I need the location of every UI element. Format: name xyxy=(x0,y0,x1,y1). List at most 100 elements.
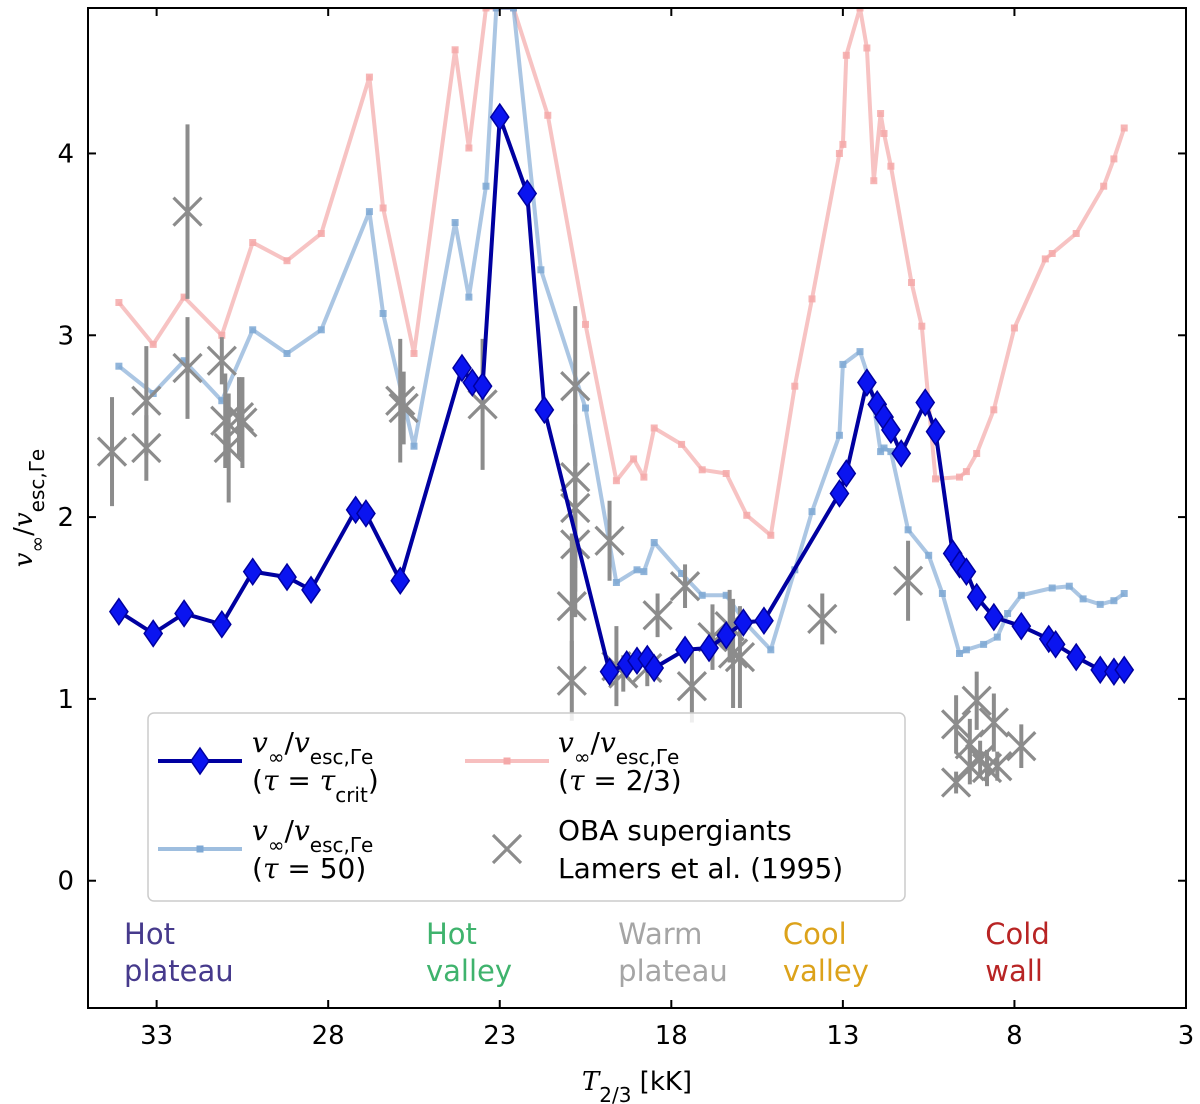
y-tick-label: 4 xyxy=(57,139,74,169)
legend-label-line2: Lamers et al. (1995) xyxy=(558,852,843,885)
legend-label-line1: v∞/vesc,Γe xyxy=(252,814,373,857)
point-tau_23 xyxy=(839,140,847,148)
point-tau_23 xyxy=(698,466,706,474)
x-tick-label: 3 xyxy=(1178,1021,1195,1051)
point-tau_50 xyxy=(835,431,843,439)
point-tau_crit xyxy=(174,599,194,628)
point-tau_crit xyxy=(356,499,376,528)
legend-marker xyxy=(190,746,210,776)
point-tau_23 xyxy=(880,130,888,137)
point-tau_23 xyxy=(1010,324,1018,332)
y-tick-label: 1 xyxy=(57,685,74,715)
point-tau_crit xyxy=(277,562,297,592)
point-tau_23 xyxy=(932,475,939,483)
point-tau_50 xyxy=(880,444,888,452)
legend-marker xyxy=(503,757,511,765)
point-tau_23 xyxy=(451,46,459,54)
point-tau_crit xyxy=(699,633,719,663)
legend-item-tau_crit: v∞/vesc,Γe(τ = τcrit) xyxy=(158,726,379,807)
series-markers-tau_crit xyxy=(108,102,1135,686)
point-tau_23 xyxy=(835,150,843,157)
point-tau_23 xyxy=(973,450,981,457)
point-tau_50 xyxy=(980,640,988,648)
point-obs xyxy=(676,649,708,723)
point-tau_23 xyxy=(990,406,998,414)
point-tau_23 xyxy=(908,279,915,286)
point-tau_crit xyxy=(472,371,493,401)
point-tau_crit xyxy=(675,635,695,665)
region-label-line1: Cold xyxy=(985,917,1049,951)
point-tau_23 xyxy=(317,230,325,237)
point-tau_50 xyxy=(938,590,946,597)
legend-label-line2: (τ = τcrit) xyxy=(252,764,379,807)
point-tau_50 xyxy=(650,539,658,546)
point-tau_crit xyxy=(390,566,411,596)
point-tau_50 xyxy=(962,646,970,654)
point-tau_23 xyxy=(870,177,878,185)
point-tau_50 xyxy=(839,360,847,368)
x-tick-label: 28 xyxy=(312,1021,345,1051)
point-tau_23 xyxy=(379,204,387,212)
point-tau_23 xyxy=(918,322,926,330)
y-tick-label: 3 xyxy=(57,321,74,351)
point-tau_23 xyxy=(1100,182,1108,190)
point-obs xyxy=(560,471,591,618)
point-obs xyxy=(961,671,992,730)
point-tau_23 xyxy=(877,110,885,117)
point-obs xyxy=(227,377,258,468)
point-tau_crit xyxy=(716,620,737,650)
point-tau_23 xyxy=(249,239,257,246)
point-obs xyxy=(388,371,419,445)
point-obs xyxy=(940,695,972,754)
point-tau_50 xyxy=(925,551,933,559)
point-tau_23 xyxy=(743,511,751,519)
point-tau_crit xyxy=(1066,642,1087,672)
point-tau_crit xyxy=(1011,611,1032,641)
region-label-line1: Hot xyxy=(124,917,175,951)
point-tau_50 xyxy=(698,591,706,599)
x-tick-label: 33 xyxy=(140,1021,173,1051)
legend-marker xyxy=(491,833,523,865)
y-tick-label: 0 xyxy=(57,867,74,897)
point-tau_23 xyxy=(582,320,589,328)
point-tau_23 xyxy=(115,299,123,306)
point-tau_23 xyxy=(640,473,648,481)
legend-label-line1: OBA supergiants xyxy=(558,814,792,847)
point-obs xyxy=(807,593,838,645)
point-tau_50 xyxy=(722,591,730,599)
point-tau_crit xyxy=(754,606,774,636)
region-label-line1: Warm xyxy=(618,917,702,951)
x-axis-label: T2/3 [kK] xyxy=(582,1067,692,1104)
point-tau_crit xyxy=(966,582,987,612)
point-obs xyxy=(172,317,203,419)
point-tau_23 xyxy=(856,8,864,12)
point-tau_crit xyxy=(1114,655,1135,685)
region-label-line2: valley xyxy=(783,954,869,988)
point-tau_crit xyxy=(881,415,901,445)
point-tau_23 xyxy=(678,440,686,448)
point-tau_50 xyxy=(465,293,473,301)
point-tau_50 xyxy=(1004,610,1012,617)
point-tau_23 xyxy=(630,455,638,463)
point-tau_23 xyxy=(650,424,658,432)
point-obs xyxy=(1006,724,1037,768)
point-obs xyxy=(594,500,625,581)
point-obs xyxy=(940,767,972,798)
point-tau_50 xyxy=(678,570,686,577)
point-tau_crit xyxy=(517,179,538,208)
point-tau_50 xyxy=(856,348,864,356)
point-tau_50 xyxy=(1065,582,1073,590)
point-tau_50 xyxy=(767,646,775,654)
point-tau_crit xyxy=(1090,655,1111,685)
point-tau_50 xyxy=(510,8,517,12)
region-label-line1: Hot xyxy=(426,917,477,951)
point-tau_23 xyxy=(544,111,552,119)
point-tau_23 xyxy=(863,44,871,52)
point-tau_50 xyxy=(808,508,816,516)
legend-item-tau_23: v∞/vesc,Γe(τ = 2/3) xyxy=(465,726,682,797)
point-tau_crit xyxy=(829,479,850,508)
point-tau_50 xyxy=(582,404,589,412)
point-obs xyxy=(385,338,416,463)
point-tau_23 xyxy=(791,382,799,390)
series-markers-tau_23 xyxy=(115,8,1128,539)
